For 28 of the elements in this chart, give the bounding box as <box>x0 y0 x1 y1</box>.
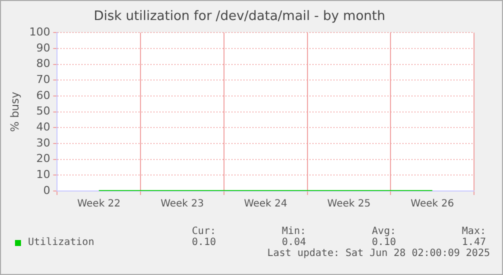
text: 0.04 <box>280 237 306 248</box>
text: Min: <box>280 226 306 237</box>
y-tick-label: 80 <box>36 57 50 70</box>
y-tick-label: 50 <box>36 104 50 118</box>
text: Last update: Sat Jun 28 02:00:09 2025 <box>266 248 491 259</box>
y-tick-label: 90 <box>36 41 50 54</box>
y-tick-label: 60 <box>36 88 50 102</box>
y-tick-label: 70 <box>36 72 50 86</box>
y-tick-label: 10 <box>36 168 50 182</box>
text: 1.47 <box>460 237 486 248</box>
y-axis-title: % busy <box>8 91 22 132</box>
x-tick-label: Week 25 <box>327 198 371 210</box>
y-tick-label: 30 <box>36 136 50 150</box>
y-tick-label: 40 <box>36 120 50 134</box>
y-tick-label: 100 <box>29 25 50 38</box>
x-tick-label: Week 26 <box>410 198 454 210</box>
x-tick-label: Week 23 <box>160 198 204 210</box>
y-tick-label: 0 <box>43 184 50 197</box>
legend-label: Utilization <box>28 237 94 248</box>
x-tick-label: Week 22 <box>77 198 121 210</box>
text: 0.10 <box>370 237 396 248</box>
x-tick-label: Week 24 <box>244 198 288 210</box>
text: Cur: <box>190 226 216 237</box>
y-tick-label: 20 <box>36 152 50 166</box>
chart-title: Disk utilization for /dev/data/mail - by month <box>94 9 386 24</box>
text: Max: <box>460 226 486 237</box>
text: 0.10 <box>190 237 216 248</box>
text: Avg: <box>370 226 396 237</box>
